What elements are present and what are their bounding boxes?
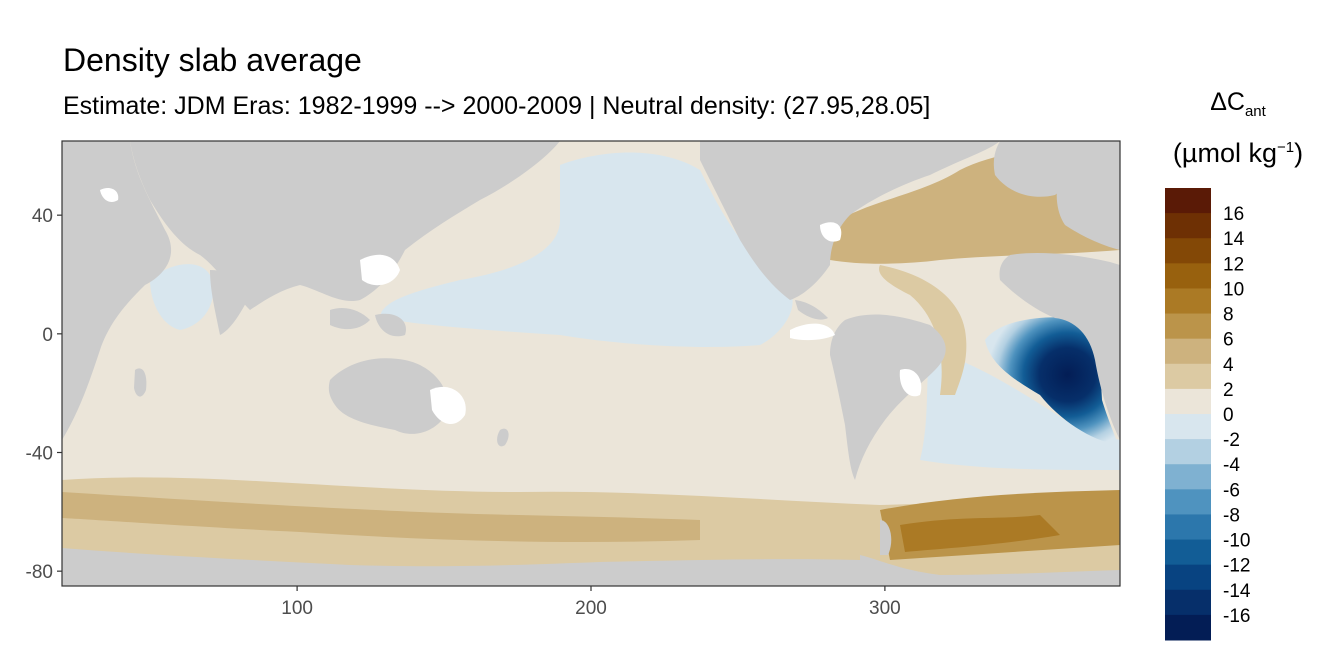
legend-label: 12 xyxy=(1223,254,1244,275)
x-axis: 100 200 300 xyxy=(281,586,901,619)
legend-swatch xyxy=(1165,589,1211,616)
legend-label: 10 xyxy=(1223,279,1244,300)
legend-swatch xyxy=(1165,313,1211,340)
legend-label: 4 xyxy=(1223,355,1234,376)
legend-title-line2: (µmol kg−1) xyxy=(1172,138,1304,168)
southern-ocean-core xyxy=(62,492,700,543)
south-atlantic-negative xyxy=(920,350,1120,470)
legend-swatch xyxy=(1165,238,1211,264)
color-legend: 16 14 12 10 8 6 4 2 0 -2 -4 -6 -8 -10 -12 -14 -16 xyxy=(1165,188,1251,641)
legend-swatch xyxy=(1165,539,1211,566)
legend-swatch xyxy=(1165,439,1211,465)
y-tick-label: -80 xyxy=(26,562,53,583)
y-tick-label: -40 xyxy=(26,444,53,465)
legend-swatch xyxy=(1165,338,1211,365)
legend-label: 2 xyxy=(1223,380,1234,401)
chart-subtitle: Estimate: JDM Eras: 1982-1999 --> 2000-2… xyxy=(63,92,931,120)
legend-swatch xyxy=(1165,188,1211,214)
north-pacific-negative xyxy=(380,152,793,347)
legend-label: 6 xyxy=(1223,330,1234,351)
legend-swatch xyxy=(1165,263,1211,289)
legend-swatch xyxy=(1165,414,1211,440)
x-tick-label: 300 xyxy=(869,598,901,619)
legend-title-line1: ΔCant xyxy=(1210,88,1266,120)
legend-label: -16 xyxy=(1223,606,1250,627)
x-tick-label: 100 xyxy=(281,598,313,619)
legend-swatch xyxy=(1165,514,1211,541)
legend-swatch xyxy=(1165,564,1211,591)
land xyxy=(62,141,1120,586)
weddell-core xyxy=(900,515,1060,552)
legend-label: -6 xyxy=(1223,480,1240,501)
legend-label: -14 xyxy=(1223,581,1251,602)
legend-swatch xyxy=(1165,489,1211,515)
legend-label: 0 xyxy=(1223,405,1234,426)
y-tick-label: 40 xyxy=(32,206,53,227)
no-data xyxy=(100,188,922,425)
x-tick-label: 200 xyxy=(575,598,607,619)
legend-swatch xyxy=(1165,288,1211,315)
chart-title: Density slab average xyxy=(63,42,362,78)
legend-label: -10 xyxy=(1223,531,1250,552)
legend-label: 16 xyxy=(1223,204,1244,225)
legend-swatch xyxy=(1165,614,1211,641)
arabian-sea-negative xyxy=(150,264,214,330)
eastern-south-atlantic-negative xyxy=(985,317,1118,445)
legend-swatch xyxy=(1165,363,1211,390)
legend-label: -4 xyxy=(1223,455,1240,476)
legend-label: -12 xyxy=(1223,556,1250,577)
y-axis: 40 0 -40 -80 xyxy=(26,206,62,583)
legend-label: -2 xyxy=(1223,430,1240,451)
legend-swatch xyxy=(1165,213,1211,239)
legend-label: -8 xyxy=(1223,505,1240,526)
legend-label: 14 xyxy=(1223,229,1245,250)
atlantic-western-boundary xyxy=(879,265,967,395)
legend-label: 8 xyxy=(1223,305,1234,326)
legend-swatch xyxy=(1165,388,1211,415)
legend-swatch xyxy=(1165,464,1211,490)
map-panel xyxy=(62,141,1120,586)
y-tick-label: 0 xyxy=(42,325,53,346)
